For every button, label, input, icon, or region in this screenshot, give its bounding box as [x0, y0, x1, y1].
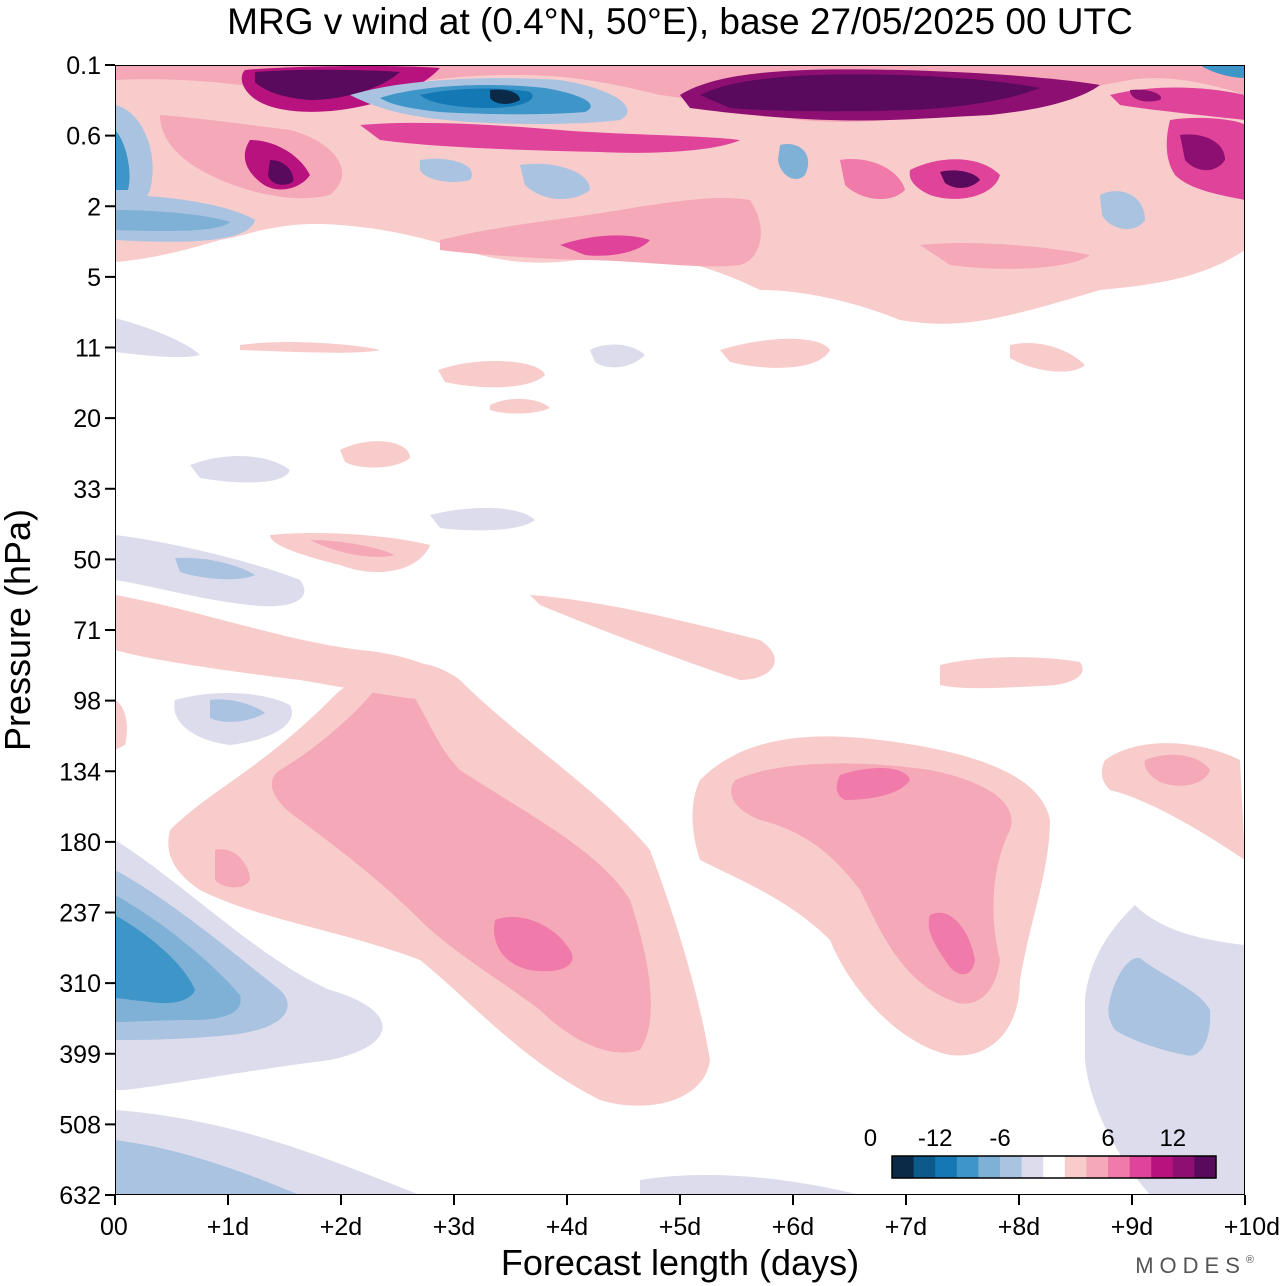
colorbar-swatch [913, 1156, 936, 1178]
colorbar-swatch [935, 1156, 958, 1178]
y-tick-label: 180 [59, 829, 101, 857]
colorbar-swatch [1172, 1156, 1195, 1178]
contour-small-features [115, 318, 1085, 750]
y-axis-title: Pressure (hPa) [0, 509, 38, 751]
brand-mark: ® [1246, 1254, 1260, 1266]
x-tick-label: +10d [1224, 1213, 1280, 1241]
y-tick-label: 0.1 [66, 52, 101, 80]
colorbar-frame [891, 1155, 1217, 1179]
x-tick-label: +4d [546, 1213, 588, 1241]
y-axis: 0.1 0.6 2 5 11 20 33 50 71 98 134 180 237 310 399 508 63… [59, 52, 115, 1210]
x-axis: 00 +1d +2d +3d +4d +5d +6d +7d +8d +9d +10d [100, 1195, 1280, 1241]
colorbar-swatch [892, 1156, 915, 1178]
contour-upper-levels [115, 65, 1245, 324]
contour-positive-mid-right [692, 736, 1245, 1056]
x-tick-label: +1d [207, 1213, 249, 1241]
y-tick-label: 237 [59, 900, 101, 928]
colorbar-swatch [1151, 1156, 1174, 1178]
x-tick-label: +6d [772, 1213, 814, 1241]
x-tick-label: +8d [998, 1213, 1040, 1241]
x-tick-label: +9d [1111, 1213, 1153, 1241]
y-tick-label: 11 [75, 335, 101, 363]
plot-area [115, 65, 1245, 1195]
brand-logo: MODES® [1135, 1253, 1260, 1278]
colorbar-swatch [978, 1156, 1001, 1178]
colorbar-swatch [1129, 1156, 1152, 1178]
colorbar-swatch [1043, 1156, 1066, 1178]
x-axis-title: Forecast length (days) [501, 1242, 859, 1283]
y-tick-label: 2 [87, 193, 101, 221]
chart-title: MRG v wind at (0.4°N, 50°E), base 27/05/… [227, 1, 1133, 42]
x-tick-label: +7d [885, 1213, 927, 1241]
y-tick-label: 632 [59, 1182, 101, 1210]
colorbar-swatch [1086, 1156, 1109, 1178]
x-tick-label: +5d [659, 1213, 701, 1241]
colorbar-tick-label: 6 [1101, 1125, 1114, 1152]
brand-name: MODES [1135, 1253, 1246, 1278]
colorbar-swatch [956, 1156, 979, 1178]
colorbar-tick-label: 12 [1159, 1125, 1186, 1152]
y-tick-label: 134 [59, 758, 101, 786]
colorbar-tick-label: 0 [864, 1125, 877, 1152]
y-tick-label: 399 [59, 1041, 101, 1069]
contour-negative-lower-right [640, 905, 1245, 1195]
x-tick-label: +2d [320, 1213, 362, 1241]
x-tick-label: 00 [100, 1213, 128, 1241]
colorbar-swatch [1108, 1156, 1131, 1178]
y-tick-label: 50 [73, 546, 101, 574]
colorbar-swatch [1021, 1156, 1044, 1178]
y-tick-label: 310 [59, 970, 101, 998]
colorbar-tick-label: -12 [918, 1125, 953, 1152]
contour-negative-lower-left [115, 840, 420, 1195]
colorbar-tick-label: -6 [989, 1125, 1010, 1152]
x-tick-label: +3d [433, 1213, 475, 1241]
colorbar-swatch [1064, 1156, 1087, 1178]
y-tick-label: 20 [73, 405, 101, 433]
colorbar-swatch [1000, 1156, 1023, 1178]
colorbar-swatch [1194, 1156, 1217, 1178]
y-tick-label: 33 [73, 476, 101, 504]
y-tick-label: 0.6 [66, 123, 101, 151]
y-tick-label: 71 [73, 617, 101, 645]
y-tick-label: 508 [59, 1111, 101, 1139]
y-tick-label: 98 [73, 688, 101, 716]
colorbar: -12 -6 0 6 12 [864, 1125, 1217, 1179]
contour-positive-mid-left [168, 662, 711, 1106]
y-tick-label: 5 [87, 264, 101, 292]
